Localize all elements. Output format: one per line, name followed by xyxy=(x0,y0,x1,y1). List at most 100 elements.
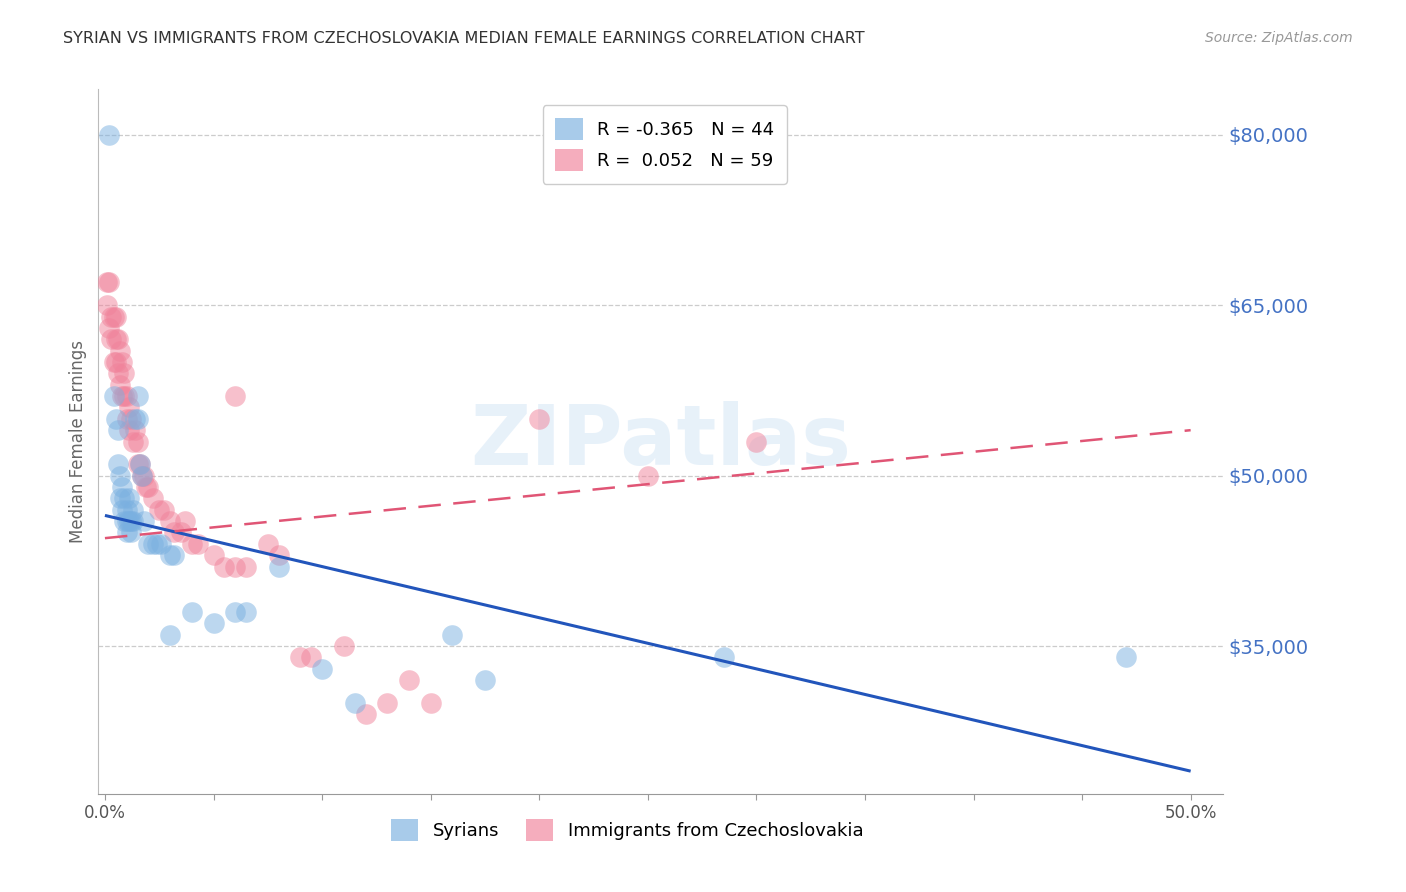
Legend: Syrians, Immigrants from Czechoslovakia: Syrians, Immigrants from Czechoslovakia xyxy=(384,812,870,848)
Point xyxy=(180,605,202,619)
Point xyxy=(103,355,125,369)
Point xyxy=(135,480,157,494)
Point xyxy=(128,457,150,471)
Point xyxy=(267,559,290,574)
Point xyxy=(159,514,181,528)
Point xyxy=(111,389,134,403)
Point xyxy=(115,514,138,528)
Point xyxy=(118,401,141,415)
Point xyxy=(343,696,366,710)
Point xyxy=(104,310,127,324)
Point xyxy=(127,412,149,426)
Point xyxy=(150,537,173,551)
Text: ZIPatlas: ZIPatlas xyxy=(471,401,851,482)
Point xyxy=(118,491,141,506)
Point xyxy=(124,412,146,426)
Point xyxy=(202,548,225,562)
Point xyxy=(290,650,312,665)
Point xyxy=(138,537,160,551)
Point xyxy=(108,377,131,392)
Text: SYRIAN VS IMMIGRANTS FROM CZECHOSLOVAKIA MEDIAN FEMALE EARNINGS CORRELATION CHAR: SYRIAN VS IMMIGRANTS FROM CZECHOSLOVAKIA… xyxy=(63,31,865,46)
Point xyxy=(108,343,131,358)
Point xyxy=(224,559,246,574)
Point xyxy=(98,321,121,335)
Point xyxy=(235,605,257,619)
Point xyxy=(120,514,142,528)
Point xyxy=(256,537,278,551)
Point xyxy=(103,310,125,324)
Point xyxy=(214,559,236,574)
Point xyxy=(111,480,134,494)
Point xyxy=(311,662,333,676)
Point xyxy=(100,310,122,324)
Point xyxy=(107,332,129,346)
Point xyxy=(127,389,149,403)
Point xyxy=(146,537,169,551)
Point xyxy=(114,367,136,381)
Point xyxy=(104,412,127,426)
Point xyxy=(159,548,181,562)
Point xyxy=(104,355,127,369)
Point xyxy=(398,673,420,688)
Point xyxy=(375,696,398,710)
Point xyxy=(108,491,131,506)
Point xyxy=(529,412,551,426)
Text: Source: ZipAtlas.com: Source: ZipAtlas.com xyxy=(1205,31,1353,45)
Point xyxy=(120,525,142,540)
Point xyxy=(127,457,149,471)
Point xyxy=(267,548,290,562)
Point xyxy=(138,480,160,494)
Point xyxy=(637,468,659,483)
Point xyxy=(114,389,136,403)
Point xyxy=(333,639,356,653)
Point xyxy=(108,468,131,483)
Point xyxy=(1115,650,1137,665)
Point xyxy=(115,412,138,426)
Point xyxy=(107,457,129,471)
Point xyxy=(132,468,155,483)
Point xyxy=(96,298,118,312)
Point xyxy=(115,389,138,403)
Point xyxy=(104,332,127,346)
Point xyxy=(122,434,145,449)
Point xyxy=(474,673,496,688)
Point xyxy=(120,412,142,426)
Point xyxy=(122,502,145,516)
Point xyxy=(132,514,155,528)
Point xyxy=(103,389,125,403)
Point xyxy=(122,514,145,528)
Point xyxy=(131,468,153,483)
Point xyxy=(128,457,150,471)
Point xyxy=(202,616,225,631)
Point xyxy=(124,423,146,437)
Point xyxy=(174,514,197,528)
Point xyxy=(170,525,193,540)
Point xyxy=(419,696,441,710)
Point xyxy=(111,355,134,369)
Point xyxy=(163,548,186,562)
Point xyxy=(131,468,153,483)
Point xyxy=(187,537,209,551)
Point xyxy=(713,650,735,665)
Point xyxy=(142,491,165,506)
Point xyxy=(118,514,141,528)
Point xyxy=(148,502,170,516)
Point xyxy=(107,367,129,381)
Point xyxy=(224,389,246,403)
Point xyxy=(115,502,138,516)
Point xyxy=(115,525,138,540)
Point xyxy=(142,537,165,551)
Point xyxy=(745,434,768,449)
Point xyxy=(299,650,322,665)
Point xyxy=(107,423,129,437)
Point xyxy=(163,525,186,540)
Point xyxy=(152,502,174,516)
Y-axis label: Median Female Earnings: Median Female Earnings xyxy=(69,340,87,543)
Point xyxy=(96,276,118,290)
Point xyxy=(118,423,141,437)
Point xyxy=(127,434,149,449)
Point xyxy=(441,628,464,642)
Point xyxy=(159,628,181,642)
Point xyxy=(100,332,122,346)
Point xyxy=(235,559,257,574)
